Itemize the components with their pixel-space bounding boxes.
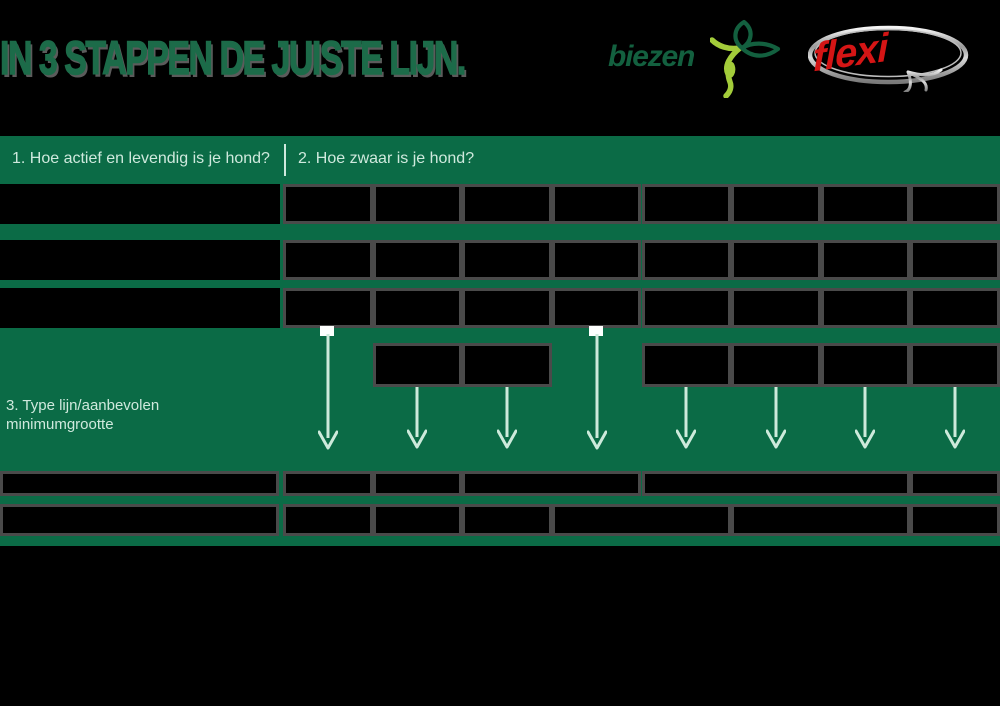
svg-text:flexi: flexi bbox=[813, 25, 889, 81]
